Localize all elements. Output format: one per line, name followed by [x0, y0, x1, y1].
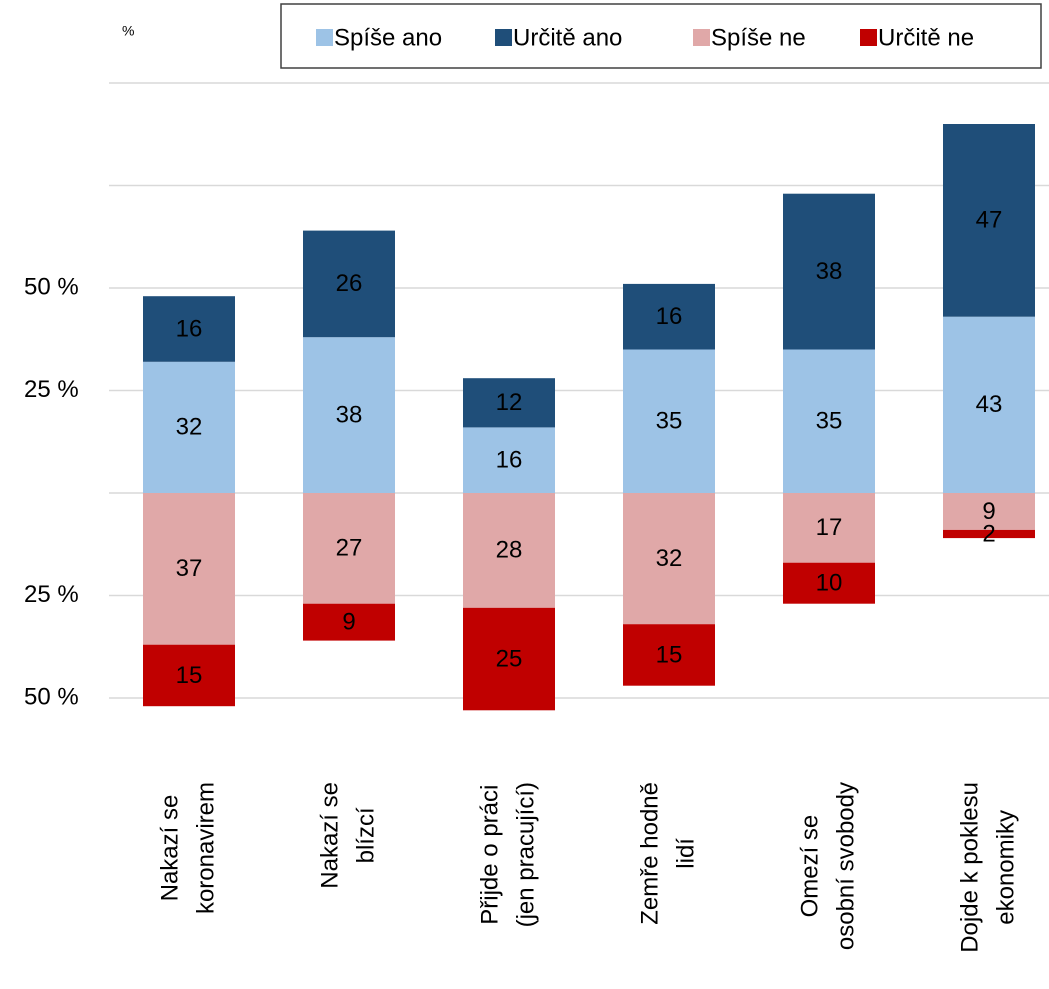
value-label: 12 — [496, 389, 523, 416]
bar-segment — [623, 283, 715, 350]
value-label: 38 — [336, 401, 363, 428]
value-label: 32 — [656, 545, 683, 572]
value-label: 43 — [976, 391, 1003, 418]
bar-segment — [623, 349, 715, 493]
value-label: 9 — [342, 608, 355, 635]
bar-segment — [143, 296, 235, 362]
value-label: 38 — [816, 258, 843, 285]
bar-segment — [623, 624, 715, 686]
value-label: 15 — [656, 641, 683, 668]
bar-segment — [943, 124, 1035, 317]
bar-segment — [143, 493, 235, 645]
value-label: 26 — [336, 270, 363, 297]
x-tick-label: osobní svobody — [832, 782, 859, 950]
bar-segment — [303, 603, 395, 641]
legend-swatch — [693, 29, 710, 46]
x-tick-label: (jen pracující) — [512, 782, 539, 927]
legend-box — [280, 3, 1042, 69]
value-label: 15 — [176, 662, 203, 689]
y-axis-label: % — [122, 23, 134, 39]
value-label: 10 — [816, 570, 843, 597]
value-label: 47 — [976, 207, 1003, 234]
legend-label: Určitě ne — [878, 24, 974, 51]
bar-segment — [143, 361, 235, 493]
value-label: 2 — [982, 520, 995, 547]
x-tick-label: ekonomiky — [992, 810, 1019, 925]
bar-segment — [943, 316, 1035, 493]
value-label: 32 — [176, 414, 203, 441]
x-tick-label: lidí — [672, 838, 699, 869]
bar-segment — [463, 493, 555, 608]
value-label: 16 — [176, 315, 203, 342]
legend-label: Určitě ano — [513, 24, 622, 51]
bar-segment — [303, 230, 395, 338]
legend-label: Spíše ano — [334, 24, 442, 51]
bar-segment — [783, 349, 875, 493]
x-tick-label: Zemře hodně — [636, 782, 663, 925]
y-tick-label: 25 % — [24, 376, 79, 403]
value-label: 37 — [176, 555, 203, 582]
x-tick-label: Nakazí se — [156, 795, 183, 902]
legend-swatch — [316, 29, 333, 46]
legend-swatch — [495, 29, 512, 46]
bar-segment — [943, 493, 1035, 530]
bar-segment — [783, 562, 875, 604]
bar-segment — [943, 529, 1035, 539]
x-tick-label: Dojde k poklesu — [956, 782, 983, 953]
y-tick-label: 50 % — [24, 273, 79, 300]
x-tick-label: Omezí se — [796, 815, 823, 918]
value-label: 28 — [496, 537, 523, 564]
value-label: 25 — [496, 645, 523, 672]
legend-swatch — [860, 29, 877, 46]
value-label: 16 — [496, 447, 523, 474]
value-label: 35 — [656, 408, 683, 435]
y-tick-label: 25 % — [24, 581, 79, 608]
x-tick-label: Nakazí se — [316, 782, 343, 889]
bar-segment — [783, 493, 875, 563]
value-label: 35 — [816, 408, 843, 435]
bar-segment — [463, 378, 555, 428]
value-label: 27 — [336, 535, 363, 562]
bar-segment — [463, 607, 555, 711]
bar-segment — [303, 337, 395, 493]
y-tick-label: 50 % — [24, 683, 79, 710]
legend-label: Spíše ne — [711, 24, 806, 51]
bar-segment — [463, 427, 555, 493]
value-label: 16 — [656, 303, 683, 330]
bar-segment — [783, 193, 875, 350]
bar-segment — [303, 493, 395, 604]
value-label: 17 — [816, 514, 843, 541]
x-tick-label: blízcí — [352, 807, 379, 863]
bar-segment — [623, 493, 715, 625]
x-tick-label: koronavirem — [192, 782, 219, 914]
x-tick-label: Přijde o práci — [476, 785, 503, 925]
bar-segment — [143, 644, 235, 707]
value-label: 9 — [982, 498, 995, 525]
